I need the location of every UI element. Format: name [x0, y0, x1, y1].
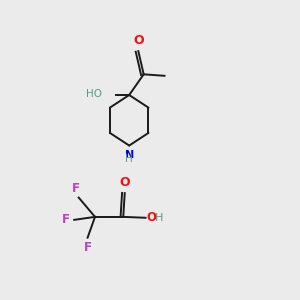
Text: O: O: [146, 211, 156, 224]
Text: F: F: [72, 182, 80, 195]
Text: N: N: [124, 150, 134, 160]
Text: F: F: [84, 241, 92, 254]
Text: H: H: [154, 213, 163, 223]
Text: O: O: [133, 34, 144, 47]
Text: HO: HO: [86, 88, 102, 98]
Text: O: O: [119, 176, 130, 189]
Text: H: H: [125, 154, 133, 164]
Text: F: F: [62, 213, 70, 226]
